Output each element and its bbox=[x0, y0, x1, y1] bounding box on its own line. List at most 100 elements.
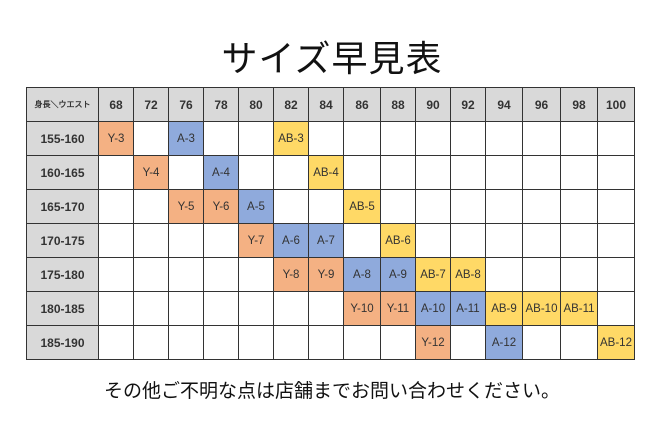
size-cell: A-10 bbox=[415, 291, 451, 326]
size-cell: A-9 bbox=[380, 257, 416, 292]
size-cell bbox=[522, 223, 561, 258]
size-cell bbox=[273, 155, 309, 190]
height-header: 160-165 bbox=[26, 155, 99, 190]
height-header: 155-160 bbox=[26, 121, 99, 156]
waist-header: 86 bbox=[343, 87, 381, 122]
size-cell bbox=[485, 223, 523, 258]
size-cell bbox=[168, 291, 204, 326]
size-cell bbox=[133, 325, 169, 360]
size-cell: Y-8 bbox=[273, 257, 309, 292]
size-cell bbox=[238, 325, 274, 360]
size-cell: AB-7 bbox=[415, 257, 451, 292]
size-cell: Y-3 bbox=[98, 121, 134, 156]
size-cell: Y-12 bbox=[415, 325, 451, 360]
size-cell bbox=[485, 121, 523, 156]
size-cell bbox=[450, 223, 486, 258]
height-header: 180-185 bbox=[26, 291, 99, 326]
header-row: 身長＼ウエスト 68 72 76 78 80 82 84 86 88 90 92 94 96 98 100 bbox=[26, 87, 635, 122]
size-cell bbox=[168, 257, 204, 292]
size-cell: Y-7 bbox=[238, 223, 274, 258]
size-cell bbox=[560, 257, 598, 292]
size-cell bbox=[560, 223, 598, 258]
waist-header: 98 bbox=[560, 87, 598, 122]
size-cell: Y-6 bbox=[203, 189, 239, 224]
size-cell bbox=[273, 325, 309, 360]
size-cell bbox=[450, 189, 486, 224]
size-cell: A-4 bbox=[203, 155, 239, 190]
size-cell bbox=[380, 189, 416, 224]
size-cell bbox=[560, 155, 598, 190]
waist-header: 80 bbox=[238, 87, 274, 122]
size-cell bbox=[415, 121, 451, 156]
size-cell bbox=[522, 189, 561, 224]
waist-header: 100 bbox=[597, 87, 635, 122]
size-cell bbox=[415, 223, 451, 258]
waist-header: 90 bbox=[415, 87, 451, 122]
size-cell bbox=[308, 291, 344, 326]
size-cell: Y-10 bbox=[343, 291, 381, 326]
size-cell: AB-3 bbox=[273, 121, 309, 156]
size-cell bbox=[522, 155, 561, 190]
waist-header: 82 bbox=[273, 87, 309, 122]
size-cell: Y-5 bbox=[168, 189, 204, 224]
size-cell: A-5 bbox=[238, 189, 274, 224]
size-cell: A-11 bbox=[450, 291, 486, 326]
size-cell bbox=[273, 189, 309, 224]
size-cell bbox=[308, 189, 344, 224]
size-cell bbox=[203, 223, 239, 258]
size-cell: AB-5 bbox=[343, 189, 381, 224]
size-cell: AB-11 bbox=[560, 291, 598, 326]
size-cell bbox=[98, 223, 134, 258]
size-cell bbox=[133, 223, 169, 258]
size-cell: AB-4 bbox=[308, 155, 344, 190]
size-cell bbox=[343, 121, 381, 156]
size-cell bbox=[98, 291, 134, 326]
size-cell bbox=[203, 291, 239, 326]
size-chart-table: 身長＼ウエスト 68 72 76 78 80 82 84 86 88 90 92 94 96 98 100 … bbox=[26, 87, 635, 360]
height-header: 175-180 bbox=[26, 257, 99, 292]
size-cell bbox=[343, 155, 381, 190]
size-cell bbox=[238, 121, 274, 156]
footer-note: その他ご不明な点は店舗までお問い合わせください。 bbox=[103, 380, 560, 402]
size-cell bbox=[485, 257, 523, 292]
size-cell bbox=[597, 189, 635, 224]
size-cell bbox=[273, 291, 309, 326]
size-cell: Y-9 bbox=[308, 257, 344, 292]
height-header: 165-170 bbox=[26, 189, 99, 224]
table-row: 185-190 Y-12 A-12 AB-12 bbox=[26, 325, 635, 360]
size-cell: A-6 bbox=[273, 223, 309, 258]
table-row: 155-160 Y-3 A-3 AB-3 bbox=[26, 121, 635, 156]
waist-header: 68 bbox=[98, 87, 134, 122]
size-cell bbox=[560, 121, 598, 156]
size-cell bbox=[98, 155, 134, 190]
size-cell bbox=[522, 325, 561, 360]
size-cell bbox=[343, 223, 381, 258]
table-row: 165-170 Y-5 Y-6 A-5 AB-5 bbox=[26, 189, 635, 224]
size-cell bbox=[597, 223, 635, 258]
table-row: 170-175 Y-7 A-6 A-7 AB-6 bbox=[26, 223, 635, 258]
size-cell bbox=[343, 325, 381, 360]
size-cell: A-8 bbox=[343, 257, 381, 292]
waist-header: 72 bbox=[133, 87, 169, 122]
size-cell bbox=[415, 155, 451, 190]
size-cell bbox=[133, 189, 169, 224]
size-cell bbox=[168, 155, 204, 190]
size-cell bbox=[450, 325, 486, 360]
waist-header: 94 bbox=[485, 87, 523, 122]
size-cell bbox=[133, 291, 169, 326]
size-cell bbox=[522, 257, 561, 292]
table-row: 175-180 Y-8 Y-9 A-8 A-9 AB-7 AB-8 bbox=[26, 257, 635, 292]
size-cell bbox=[380, 325, 416, 360]
size-cell bbox=[238, 257, 274, 292]
size-cell bbox=[203, 325, 239, 360]
size-cell bbox=[238, 155, 274, 190]
size-cell: AB-6 bbox=[380, 223, 416, 258]
size-cell: A-7 bbox=[308, 223, 344, 258]
size-cell bbox=[597, 121, 635, 156]
size-cell bbox=[597, 291, 635, 326]
size-cell: AB-9 bbox=[485, 291, 523, 326]
size-cell bbox=[560, 325, 598, 360]
page-title: サイズ早見表 bbox=[221, 39, 443, 80]
size-cell: AB-8 bbox=[450, 257, 486, 292]
size-cell: AB-10 bbox=[522, 291, 561, 326]
